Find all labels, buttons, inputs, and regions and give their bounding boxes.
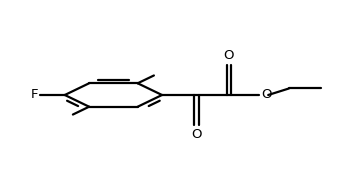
Text: O: O	[224, 49, 234, 62]
Text: O: O	[191, 128, 202, 141]
Text: F: F	[30, 89, 38, 101]
Text: O: O	[261, 89, 271, 101]
